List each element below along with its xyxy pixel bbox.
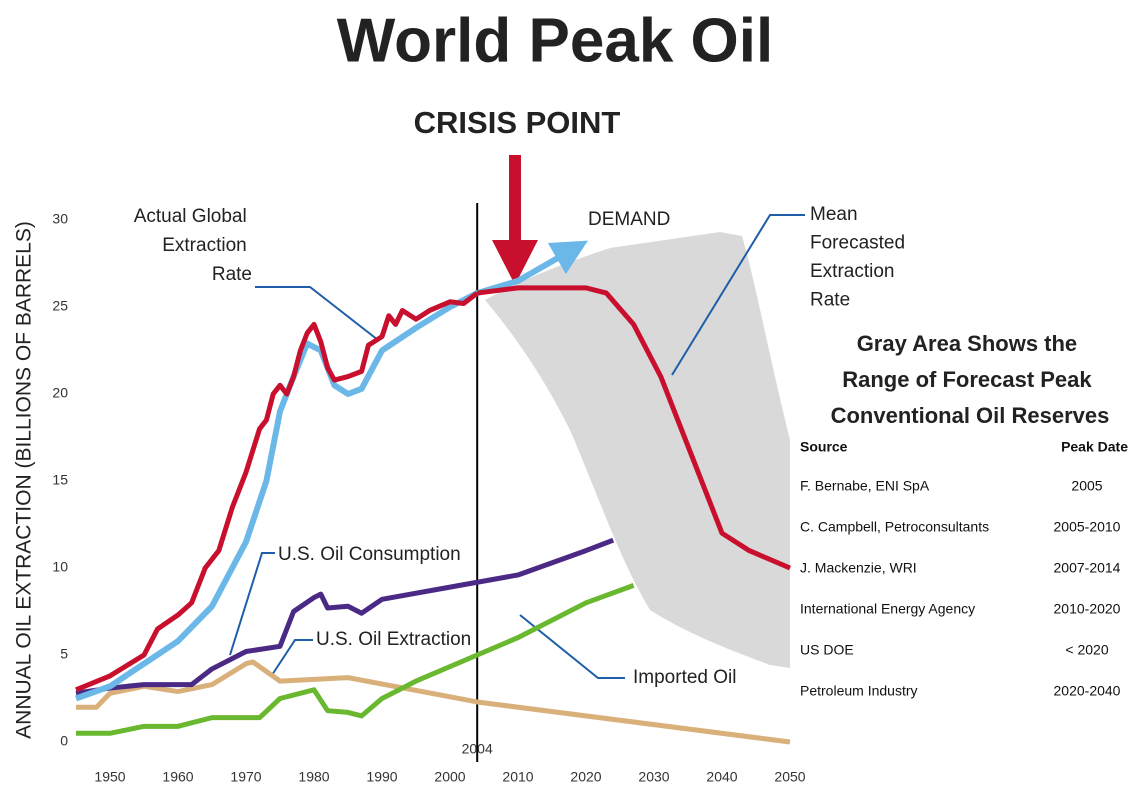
x-tick-label: 1950: [94, 769, 125, 785]
x-tick-label: 2000: [434, 769, 465, 785]
x-tick-label: 2040: [706, 769, 737, 785]
x-tick-label: 2020: [570, 769, 601, 785]
series-label: Mean Forecasted Extraction Rate: [810, 204, 910, 311]
table-cell: 2010-2020: [1054, 601, 1121, 617]
series-line: [75, 537, 615, 696]
table-cell: F. Bernabe, ENI SpA: [800, 478, 930, 494]
series-label: Actual Global Extraction Rate: [134, 206, 252, 285]
forecast-range-area: [485, 232, 790, 668]
chart-title: World Peak Oil: [337, 6, 773, 75]
table-cell: International Energy Agency: [800, 601, 975, 617]
table-cell: C. Campbell, Petroconsultants: [800, 519, 989, 535]
series-line: [74, 240, 588, 702]
series-label: DEMAND: [588, 209, 670, 230]
x-tick-label: 1970: [230, 769, 261, 785]
table-cell: 2007-2014: [1054, 560, 1121, 576]
table-cell: < 2020: [1065, 642, 1108, 658]
y-tick-label: 0: [60, 733, 68, 749]
y-tick-label: 5: [60, 646, 68, 662]
table-cell: 2005: [1071, 478, 1102, 494]
series-label: Imported Oil: [633, 667, 736, 688]
x-tick-label: 1960: [162, 769, 193, 785]
x-tick-label: 2030: [638, 769, 669, 785]
y-tick-label: 30: [52, 211, 68, 227]
series-label: U.S. Oil Consumption: [278, 544, 461, 565]
x-tick-label: 1990: [366, 769, 397, 785]
pointer: [229, 552, 275, 656]
x-tick-label: 1980: [298, 769, 329, 785]
y-tick-label: 10: [52, 559, 68, 575]
y-tick-label: 25: [52, 298, 68, 314]
y-axis-label: ANNUAL OIL EXTRACTION (BILLIONS OF BARRE…: [13, 221, 36, 739]
pointer: [671, 214, 805, 376]
x-tick-label: 2010: [502, 769, 533, 785]
y-tick-label: 15: [52, 472, 68, 488]
table-cell: J. Mackenzie, WRI: [800, 560, 917, 576]
series-line: [476, 285, 791, 571]
x-tick-label: 2050: [774, 769, 805, 785]
table-cell: 2005-2010: [1054, 519, 1121, 535]
pointer: [271, 639, 313, 676]
crisis-label: CRISIS POINT: [414, 105, 621, 140]
series-line: [76, 659, 791, 745]
pointer: [255, 286, 379, 341]
table-header: Peak Date: [1061, 439, 1128, 455]
series-line: [76, 583, 635, 736]
table-cell: US DOE: [800, 642, 854, 658]
pointer: [519, 614, 625, 679]
series-label: U.S. Oil Extraction: [316, 629, 471, 650]
table-title: Gray Area Shows the Range of Forecast Pe…: [831, 331, 1110, 428]
table-header: Source: [800, 439, 848, 455]
y-tick-label: 20: [52, 385, 68, 401]
table-cell: Petroleum Industry: [800, 683, 918, 699]
reference-label: 2004: [462, 741, 493, 757]
crisis-arrow: [492, 155, 538, 285]
table-cell: 2020-2040: [1054, 683, 1121, 699]
series-line: [75, 291, 479, 693]
